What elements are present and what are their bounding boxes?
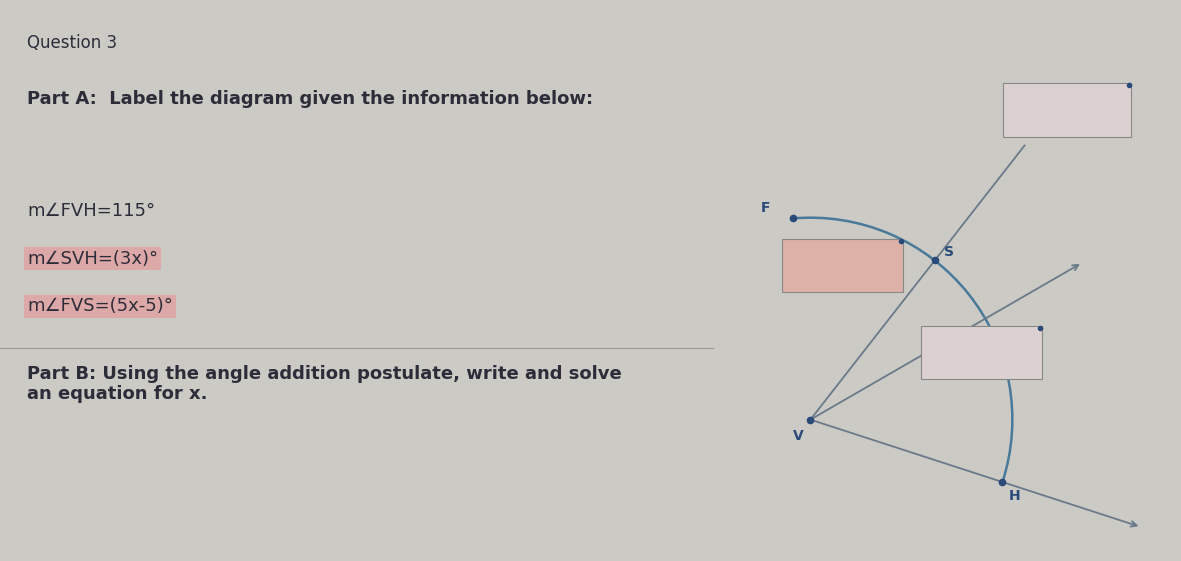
Text: V: V	[792, 429, 803, 443]
Text: m∠FVS=(5x-5)°: m∠FVS=(5x-5)°	[27, 297, 174, 315]
Text: H: H	[1010, 489, 1020, 503]
Text: Part B: Using the angle addition postulate, write and solve
an equation for x.: Part B: Using the angle addition postula…	[27, 365, 622, 403]
FancyBboxPatch shape	[921, 325, 1043, 379]
Text: Part A:  Label the diagram given the information below:: Part A: Label the diagram given the info…	[27, 90, 593, 108]
Text: Question 3: Question 3	[27, 34, 117, 52]
Text: m∠FVH=115°: m∠FVH=115°	[27, 202, 155, 220]
FancyBboxPatch shape	[1004, 83, 1131, 137]
Text: m∠SVH=(3x)°: m∠SVH=(3x)°	[27, 250, 158, 268]
FancyBboxPatch shape	[782, 238, 902, 292]
Text: S: S	[944, 245, 954, 259]
Text: F: F	[761, 201, 770, 215]
